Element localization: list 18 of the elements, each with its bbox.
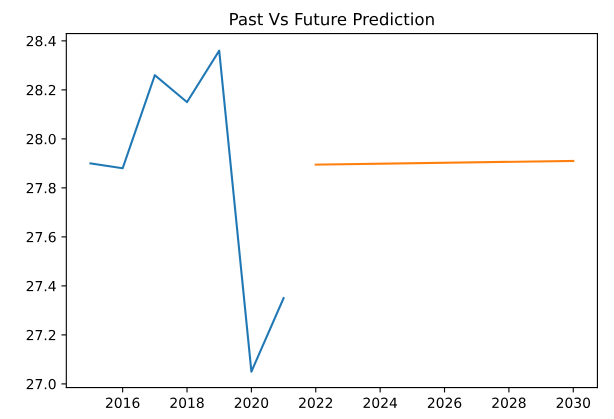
- y-tick-label: 28.2: [26, 84, 56, 96]
- y-tick-label: 27.4: [26, 280, 56, 292]
- x-tick-label: 2028: [492, 398, 526, 408]
- y-tick-label: 28.0: [26, 134, 56, 144]
- line-series: [89, 50, 285, 373]
- chart-title: Past Vs Future Prediction: [230, 12, 434, 26]
- y-tick-label: 27.6: [26, 232, 56, 242]
- y-tick-label: 27.2: [26, 330, 56, 340]
- y-tick-label: 27.8: [26, 182, 56, 194]
- x-tick-label: 2026: [428, 398, 462, 408]
- x-tick-label: 2020: [234, 398, 268, 408]
- x-tick-label: 2018: [170, 398, 204, 408]
- x-tick-label: 2030: [556, 398, 590, 408]
- x-tick-label: 2024: [363, 398, 398, 408]
- x-tick-label: 2022: [299, 398, 332, 408]
- y-tick-label: 27.0: [26, 378, 56, 390]
- x-tick-label: 2016: [106, 398, 140, 408]
- y-tick-label: 28.4: [26, 36, 56, 46]
